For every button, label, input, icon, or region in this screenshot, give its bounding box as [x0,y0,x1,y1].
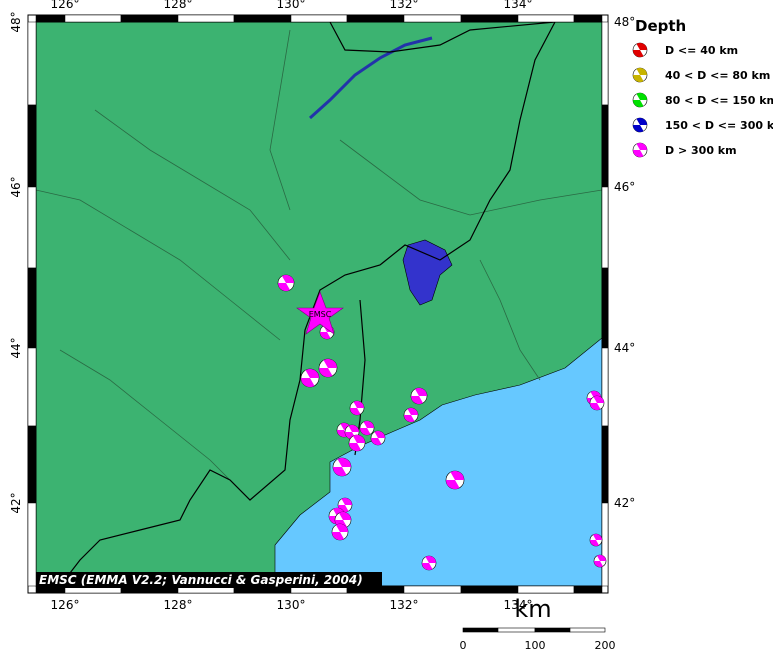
lon-label: 134° [504,0,533,11]
lon-label: 128° [164,598,193,612]
frame-seg [35,14,66,23]
scale-label: 200 [595,639,616,650]
lon-label: 126° [51,598,80,612]
frame-seg [64,14,122,23]
earthquake-wedge [370,430,386,446]
legend-label: 40 < D <= 80 km [665,69,770,82]
frame-seg [27,267,37,349]
earthquake-wedge [589,395,605,411]
earthquake-wedge [337,497,353,513]
lon-label: 130° [277,598,306,612]
scale-seg [462,627,499,633]
frame-seg [601,347,609,427]
earthquake-wedge [331,523,349,541]
frame-seg [517,585,575,594]
lat-label: 46° [9,176,23,197]
earthquake-wedge [593,554,607,568]
frame-seg [601,21,609,106]
lon-label: 130° [277,0,306,11]
frame-seg [27,21,37,106]
scale-label: 0 [460,639,467,650]
map-frame [27,14,609,594]
earthquake-wedge [300,368,320,388]
frame-seg [27,186,37,269]
scale-seg [534,627,571,633]
legend-symbol-wedge [632,117,648,133]
legend-title: Depth [635,17,686,35]
lat-label: 46° [614,180,635,194]
scale-label: 100 [525,639,546,650]
legend-label: 80 < D <= 150 km [665,94,773,107]
earthquake-wedge [277,274,295,292]
scale-bar [462,627,606,633]
earthquakes [277,274,607,571]
sea [274,337,603,587]
earthquake-wedge [344,424,360,440]
legend-symbol-wedge [632,142,648,158]
frame-seg [460,14,519,23]
credit: EMSC (EMMA V2.2; Vannucci & Gasperini, 2… [39,573,363,587]
scale-seg [497,627,536,633]
lat-label: 42° [9,492,23,513]
frame-seg [601,425,609,504]
frame-seg [403,14,462,23]
frame-seg [290,14,348,23]
lat-label: 42° [614,496,635,510]
earthquake-wedge [318,358,338,378]
lat-label: 48° [614,15,635,29]
earthquake-wedge [445,470,465,490]
frame-seg [346,14,405,23]
lon-label: 134° [504,598,533,612]
frame-seg [601,502,609,587]
frame-seg [601,267,609,349]
frame-seg [120,14,179,23]
epicenter-star [296,291,344,335]
frame-seg [27,502,37,587]
frame-seg [27,425,37,504]
lat-label: 48° [9,11,23,32]
legend-symbol-wedge [632,42,648,58]
lon-label: 126° [51,0,80,11]
frame-seg [573,14,603,23]
earthquake-wedge [403,407,419,423]
legend-label: D > 300 km [665,144,737,157]
credit-box [36,572,382,588]
legend-symbol-wedge [632,92,648,108]
frame-seg [233,14,292,23]
frame-seg [601,104,609,188]
rivers [35,29,603,501]
lon-label: 132° [390,598,419,612]
epicenter-label: EMSC [309,310,332,319]
lat-label: 44° [9,337,23,358]
earthquake-wedge [421,555,437,571]
river-amur [308,36,433,120]
earthquake-wedge [590,533,602,547]
frame-seg [403,585,462,594]
legend-symbol-wedge [632,67,648,83]
frame-seg [177,14,235,23]
legend-label: 150 < D <= 300 km [665,119,773,132]
legend-label: D <= 40 km [665,44,738,57]
frame-seg [517,14,575,23]
frame-seg [573,585,603,594]
scale-unit: km [514,595,551,623]
lake [402,239,453,306]
earthquake-wedge [332,457,352,477]
lat-label: 44° [614,341,635,355]
frame-seg [27,347,37,427]
earthquake-wedge [359,420,375,436]
earthquake-wedge [348,434,366,452]
lon-label: 132° [390,0,419,11]
earthquake-wedge [410,387,428,405]
scale-seg [569,627,606,633]
frame-seg [27,104,37,188]
earthquake-wedge [349,400,365,416]
frame-seg [601,186,609,269]
frame-seg [460,585,519,594]
lon-label: 128° [164,0,193,11]
